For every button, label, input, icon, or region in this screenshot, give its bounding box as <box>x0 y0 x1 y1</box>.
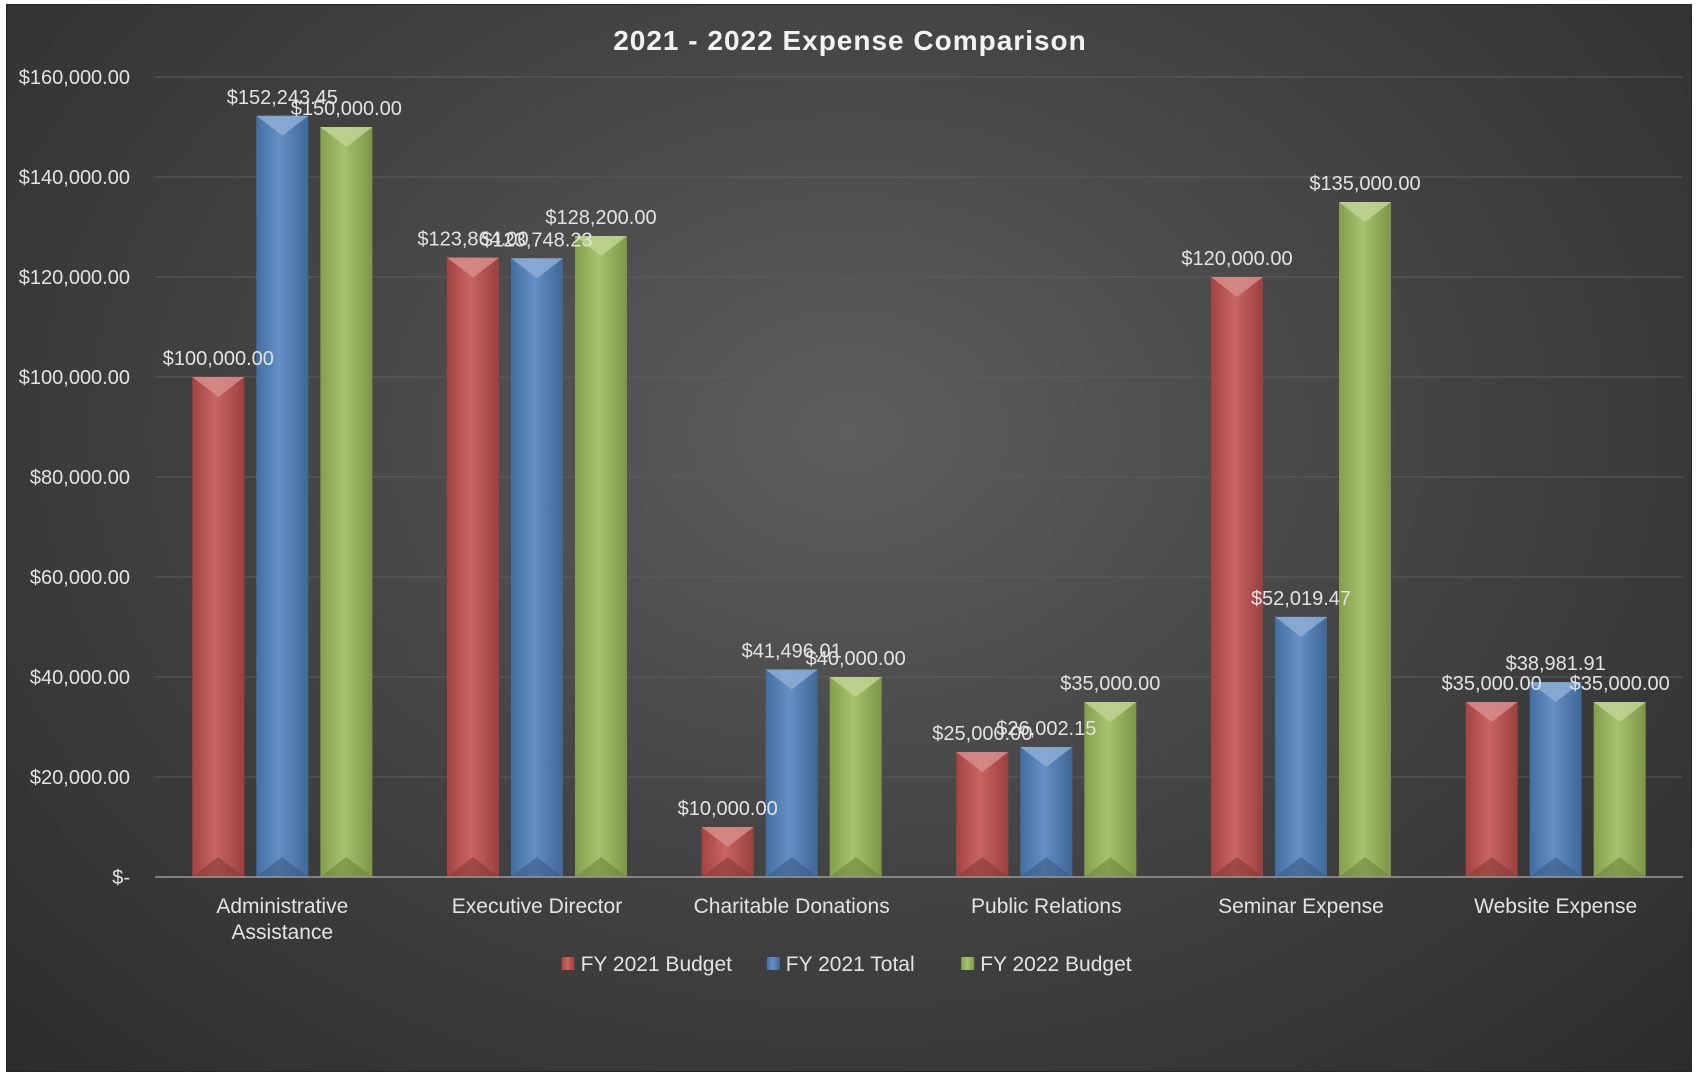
data-label: $35,000.00 <box>1570 673 1670 695</box>
bar <box>320 127 373 877</box>
bar <box>1339 202 1391 877</box>
data-label: $35,000.00 <box>1442 673 1542 695</box>
bar <box>1593 702 1646 877</box>
y-tick-label: $40,000.00 <box>30 667 130 689</box>
category-label: Assistance <box>232 921 334 944</box>
legend-item: FY 2022 Budget <box>961 953 1132 976</box>
category-label: Public Relations <box>971 895 1122 918</box>
data-label: $123,864.00 <box>417 229 528 251</box>
data-label: $128,200.00 <box>545 207 656 229</box>
data-label: $25,000.00 <box>932 723 1032 745</box>
data-label: $38,981.91 <box>1506 653 1606 675</box>
legend-label: FY 2021 Total <box>786 953 915 976</box>
data-label: $100,000.00 <box>163 348 274 370</box>
bar <box>256 115 309 877</box>
data-label: $135,000.00 <box>1309 173 1420 195</box>
category-label: Charitable Donations <box>694 895 890 918</box>
y-tick-label: $120,000.00 <box>19 267 130 289</box>
gridlines <box>155 76 1683 778</box>
data-label: $40,000.00 <box>806 648 906 670</box>
y-tick-label: $140,000.00 <box>19 167 130 189</box>
category-label: Website Expense <box>1474 895 1637 918</box>
bar <box>192 377 245 877</box>
bar <box>1020 746 1073 877</box>
bar <box>765 669 818 877</box>
bar <box>447 257 499 877</box>
legend-item: FY 2021 Budget <box>561 953 733 976</box>
bar <box>701 827 754 877</box>
bar <box>956 752 1009 877</box>
legend: FY 2021 Budget FY 2021 Total FY 2022 Budge… <box>561 953 1132 976</box>
y-tick-label: $- <box>112 867 130 889</box>
legend-label: FY 2022 Budget <box>980 953 1132 976</box>
data-label: $26,002.15 <box>996 718 1096 740</box>
data-labels: $100,000.00 $152,243.45$150,000.00 $123,86… <box>163 87 1670 820</box>
y-tick-label: $60,000.00 <box>30 567 130 589</box>
data-label: $120,000.00 <box>1181 248 1292 270</box>
data-label: $41,496.01 <box>742 641 842 663</box>
legend-swatch <box>766 957 780 970</box>
data-label: $150,000.00 <box>291 98 402 120</box>
y-tick-label: $100,000.00 <box>19 367 130 389</box>
bar <box>575 236 627 877</box>
y-tick-label: $20,000.00 <box>30 767 130 789</box>
legend-item: FY 2021 Total <box>766 953 915 976</box>
data-label: $10,000.00 <box>678 798 778 820</box>
y-tick-label: $160,000.00 <box>19 67 130 89</box>
y-tick-label: $80,000.00 <box>30 467 130 489</box>
chart-title: 2021 - 2022 Expense Comparison <box>613 25 1087 56</box>
bar-chart: $- $20,000.00 $40,000.00 $60,000.00 $80,000.… <box>19 25 1683 976</box>
chart-area: $- $20,000.00 $40,000.00 $60,000.00 $80,000.… <box>6 4 1692 1072</box>
legend-label: FY 2021 Budget <box>581 953 733 976</box>
data-label: $152,243.45 <box>227 87 338 109</box>
bar <box>1084 702 1137 877</box>
category-label: Administrative <box>216 895 348 918</box>
bar <box>1275 616 1327 877</box>
legend-swatch <box>561 957 575 970</box>
data-label: $35,000.00 <box>1060 673 1160 695</box>
data-label: $52,019.47 <box>1251 588 1351 610</box>
bars <box>192 115 1646 877</box>
data-label: $123,748.23 <box>481 229 592 251</box>
legend-swatch <box>961 957 975 970</box>
axes: $- $20,000.00 $40,000.00 $60,000.00 $80,000.… <box>19 67 1683 944</box>
bar <box>1211 277 1263 877</box>
bar <box>1529 682 1582 877</box>
bar <box>511 258 563 877</box>
bar <box>829 677 882 877</box>
bar <box>1465 702 1518 877</box>
category-label: Executive Director <box>452 895 622 918</box>
category-label: Seminar Expense <box>1218 895 1384 918</box>
